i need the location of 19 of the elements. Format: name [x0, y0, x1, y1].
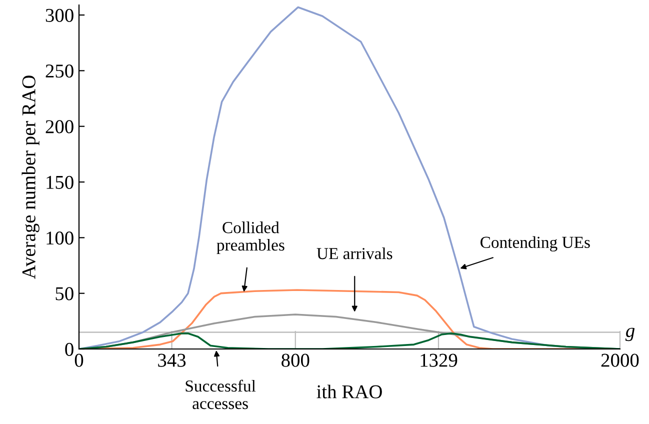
- y-tick-label: 250: [46, 64, 74, 78]
- y-tick-label: 50: [56, 287, 74, 300]
- x-tick-label: 0: [74, 354, 84, 367]
- ref-line-label: g: [625, 328, 635, 342]
- annotation: Successful accesses: [186, 380, 256, 410]
- y-axis-title: Average number per RAO: [22, 76, 40, 279]
- y-tick-label: 100: [46, 231, 74, 245]
- annotation: Collided preambles: [216, 222, 284, 254]
- x-tick-label: 343: [158, 354, 186, 367]
- x-tick-label: 2000: [601, 354, 639, 367]
- annotation: Contending UEs: [480, 236, 590, 252]
- y-tick-label: 150: [46, 176, 74, 189]
- x-tick-label: 1329: [420, 354, 458, 367]
- y-tick-label: 200: [46, 120, 74, 134]
- x-axis-title: ith RAO: [316, 384, 382, 398]
- y-tick-label: 0: [65, 342, 74, 356]
- y-tick-label: 300: [46, 8, 74, 22]
- annotation: UE arrivals: [316, 247, 392, 260]
- x-tick-label: 800: [282, 354, 310, 367]
